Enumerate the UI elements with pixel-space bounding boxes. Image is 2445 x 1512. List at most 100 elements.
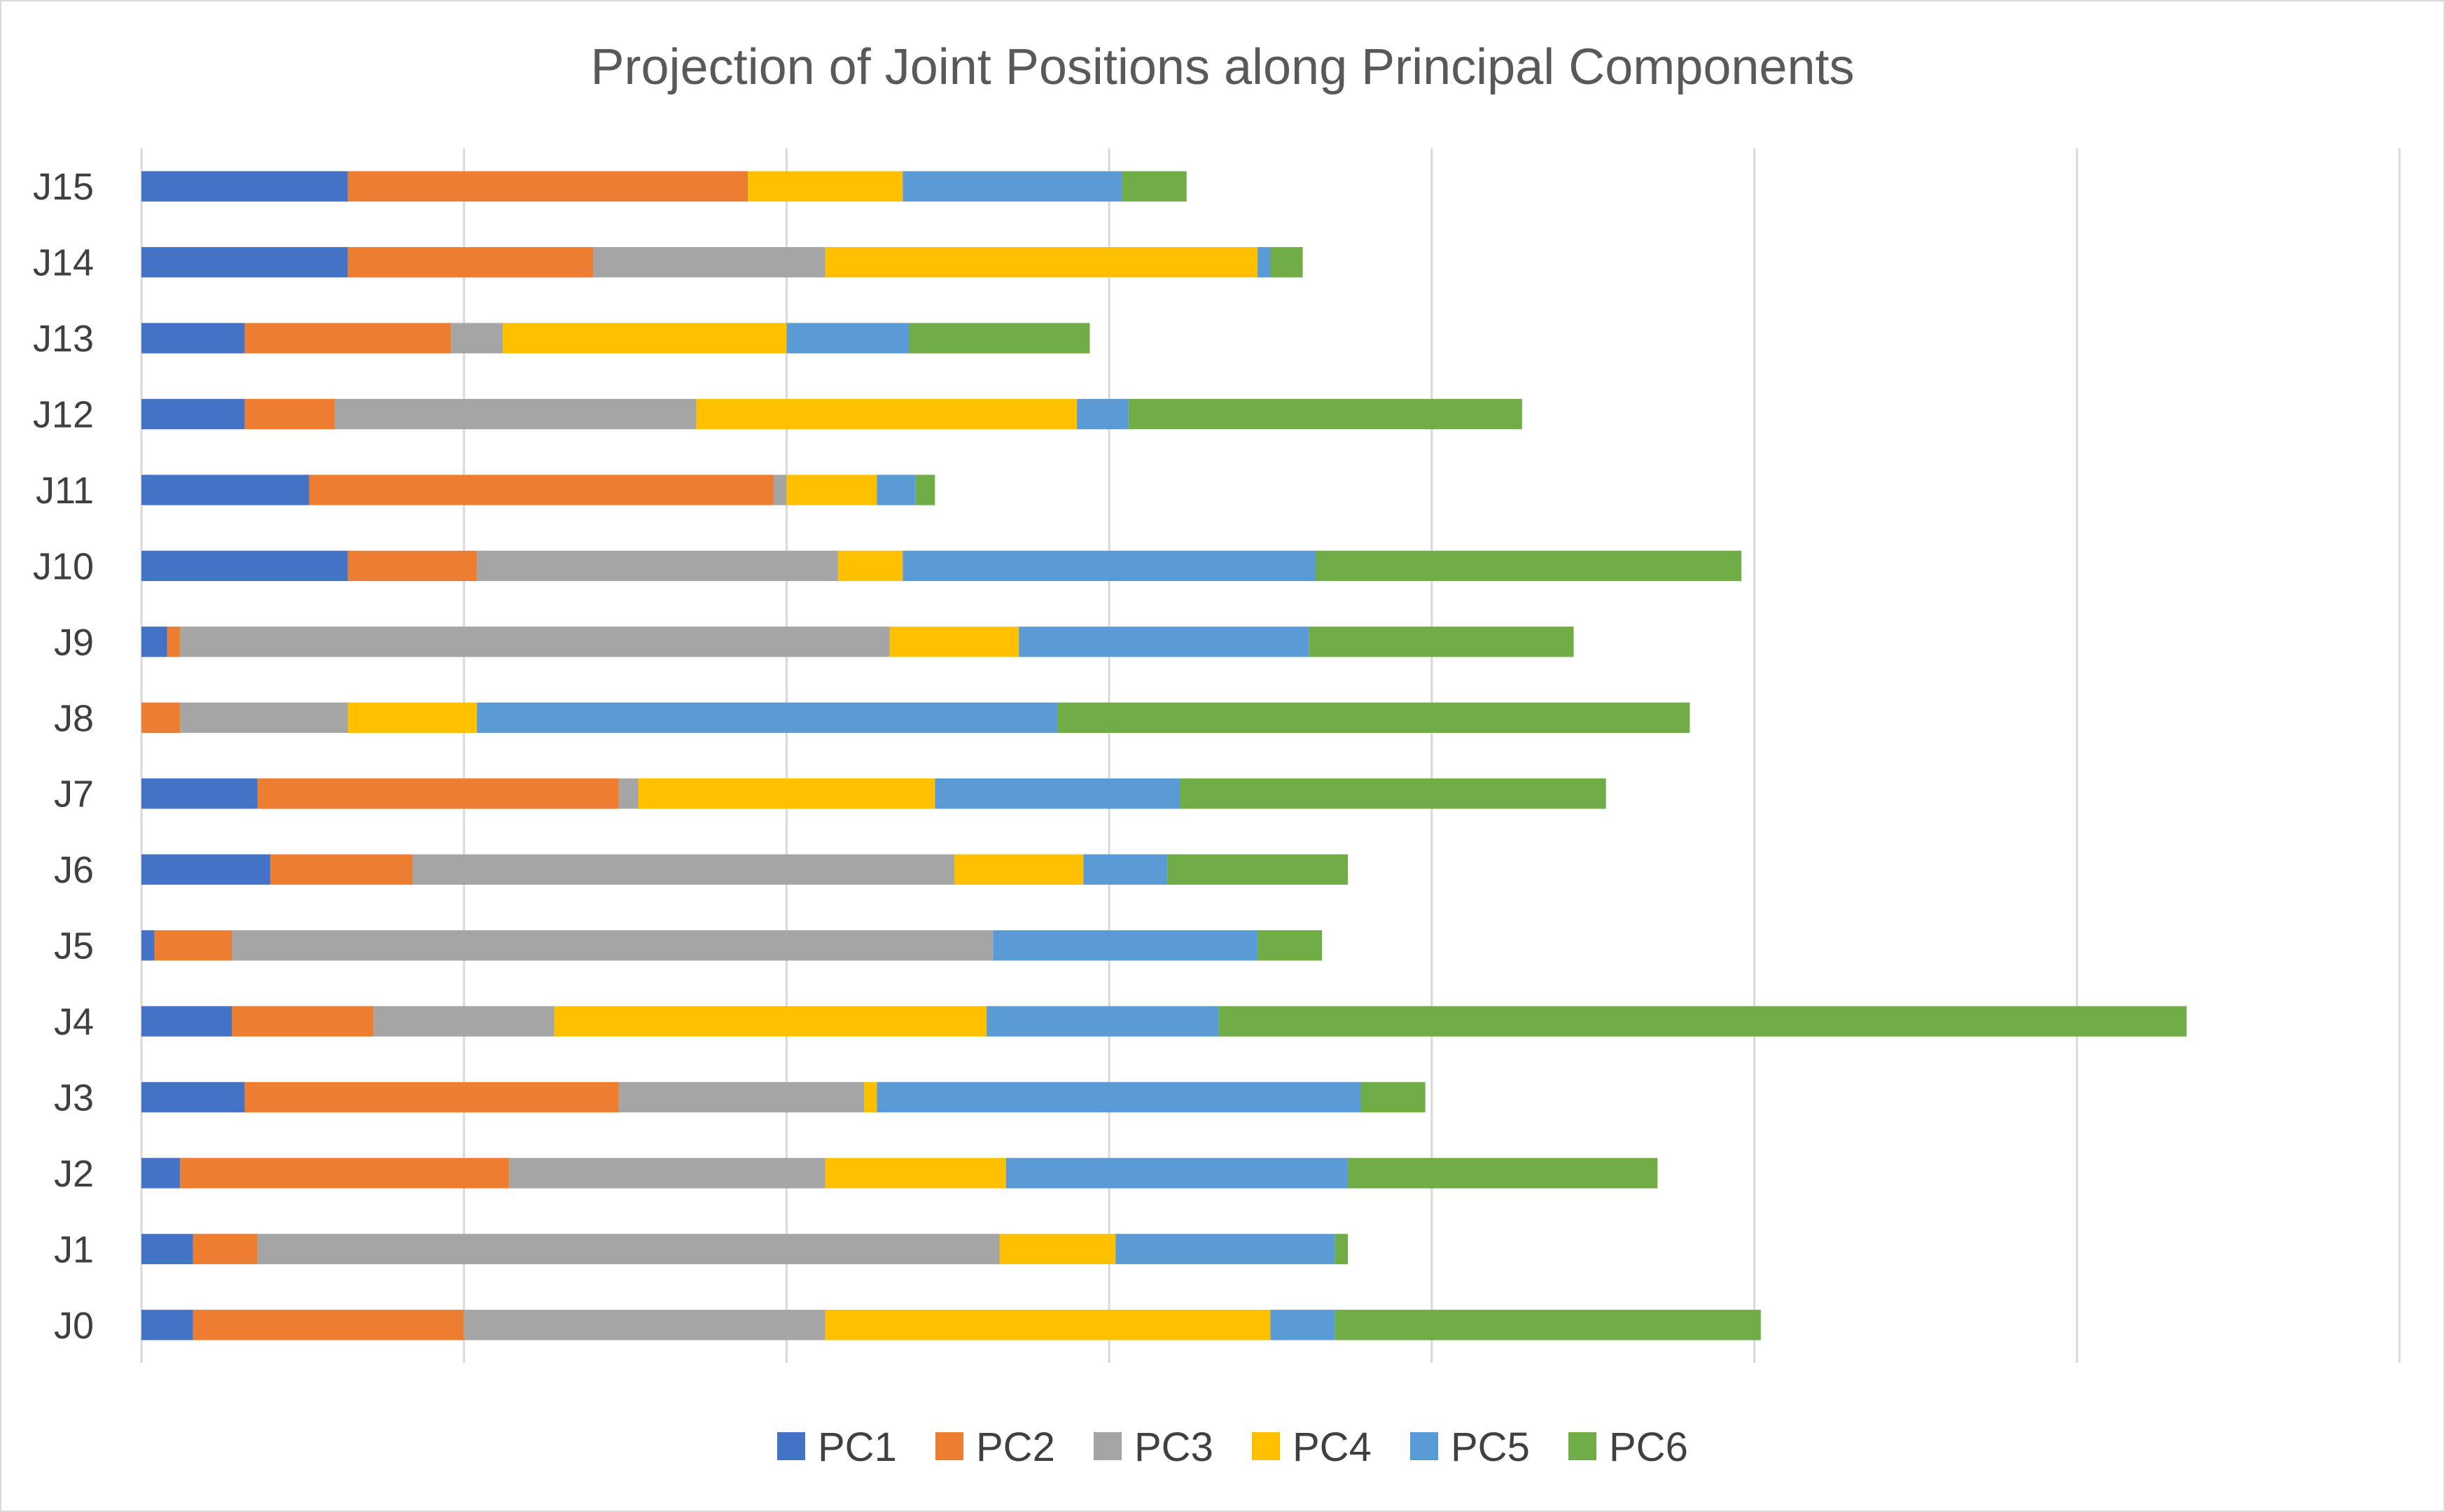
legend-label-pc5: PC5: [1451, 1424, 1530, 1470]
bar-segment-pc1-j6: [141, 854, 271, 885]
bar-segment-pc5-j10: [903, 550, 1316, 582]
bar-segment-pc3-j3: [618, 1082, 864, 1113]
bar-segment-pc1-j15: [141, 171, 348, 202]
legend-label-pc3: PC3: [1134, 1424, 1213, 1470]
bar-segment-pc1-j3: [141, 1082, 245, 1113]
category-label-j9: J9: [54, 622, 94, 664]
bar-segment-pc5-j7: [935, 778, 1180, 809]
bar-segment-pc5-j14: [1258, 246, 1271, 278]
bar-segment-pc4-j8: [347, 702, 478, 733]
bar-segment-pc1-j1: [141, 1233, 193, 1265]
category-label-j8: J8: [54, 697, 94, 739]
bar-segment-pc6-j13: [909, 323, 1090, 354]
bar-segment-pc1-j7: [141, 778, 258, 809]
bar-segment-pc6-j12: [1128, 398, 1522, 430]
bar-segment-pc3-j4: [373, 1006, 555, 1037]
bar-segment-pc6-j3: [1360, 1082, 1426, 1113]
bar-segment-pc3-j0: [464, 1310, 826, 1340]
category-label-j5: J5: [54, 925, 94, 967]
bar-segment-pc1-j12: [141, 398, 245, 430]
bar-segment-pc1-j11: [141, 475, 309, 505]
bar-segment-pc6-j5: [1258, 930, 1323, 961]
legend-swatch-pc1: [777, 1432, 805, 1460]
bar-segment-pc6-j0: [1335, 1310, 1761, 1340]
bar-segment-pc3-j10: [477, 550, 839, 582]
bar-segment-pc2-j9: [167, 626, 181, 657]
bar-segment-pc5-j2: [1005, 1158, 1349, 1189]
bar-segment-pc4-j10: [838, 550, 903, 582]
bar-segment-pc3-j5: [232, 930, 994, 961]
bar-segment-pc4-j14: [825, 246, 1258, 278]
category-label-j7: J7: [54, 774, 94, 816]
bar-segment-pc5-j9: [1019, 626, 1309, 657]
category-label-j2: J2: [54, 1153, 94, 1195]
bar-segment-pc6-j15: [1122, 171, 1187, 202]
bar-segment-pc5-j13: [786, 323, 910, 354]
bar-segment-pc2-j12: [244, 398, 335, 430]
bar-segment-pc2-j14: [347, 246, 593, 278]
bar-segment-pc4-j11: [786, 475, 877, 505]
bar-segment-pc3-j2: [509, 1158, 826, 1189]
bar-segment-pc4-j15: [748, 171, 903, 202]
bar-segment-pc3-j7: [618, 778, 639, 809]
bar-segment-pc1-j13: [141, 323, 245, 354]
legend-label-pc4: PC4: [1293, 1424, 1372, 1470]
legend: PC1 PC2 PC3 PC4 PC5 PC6: [777, 1424, 1688, 1470]
bar-segment-pc2-j2: [180, 1158, 510, 1189]
bar-segment-pc6-j11: [915, 475, 935, 505]
legend-label-pc2: PC2: [976, 1424, 1055, 1470]
bar-segment-pc6-j14: [1270, 246, 1303, 278]
bar-segment-pc4-j3: [864, 1082, 877, 1113]
legend-swatch-pc3: [1094, 1432, 1122, 1460]
bar-segment-pc6-j7: [1180, 778, 1606, 809]
category-label-j0: J0: [54, 1305, 94, 1347]
bar-segment-pc6-j4: [1218, 1006, 2187, 1037]
category-label-j14: J14: [33, 242, 94, 284]
bar-segment-pc5-j12: [1077, 398, 1129, 430]
bar-segment-pc2-j3: [244, 1082, 619, 1113]
legend-label-pc1: PC1: [818, 1424, 897, 1470]
bar-segment-pc1-j4: [141, 1006, 232, 1037]
bar-segment-pc5-j0: [1270, 1310, 1335, 1340]
bar-segment-pc4-j1: [999, 1233, 1116, 1265]
bar-segment-pc5-j15: [903, 171, 1122, 202]
bar-segment-pc6-j10: [1316, 550, 1742, 582]
category-label-j10: J10: [33, 545, 94, 587]
bar-segment-pc5-j8: [477, 702, 1058, 733]
bar-segment-pc3-j8: [180, 702, 348, 733]
bar-segment-pc2-j1: [193, 1233, 258, 1265]
category-labels: J0 J1 J2 J3 J4 J5 J6 J7 J8 J9 J10 J11 J12 J13 J14 J15: [33, 166, 94, 1347]
bar-segment-pc3-j6: [412, 854, 954, 885]
bar-segment-pc5-j5: [993, 930, 1258, 961]
bar-segment-pc1-j5: [141, 930, 155, 961]
bar-segment-pc5-j4: [987, 1006, 1219, 1037]
bar-segment-pc3-j1: [257, 1233, 1000, 1265]
bar-segment-pc2-j11: [309, 475, 774, 505]
bar-segment-pc3-j14: [593, 246, 826, 278]
bar-segment-pc4-j0: [825, 1310, 1271, 1340]
bar-segment-pc6-j9: [1309, 626, 1574, 657]
bar-segment-pc2-j8: [141, 702, 181, 733]
bar-segment-pc1-j9: [141, 626, 167, 657]
legend-swatch-pc6: [1568, 1432, 1596, 1460]
category-label-j6: J6: [54, 849, 94, 891]
bar-segment-pc3-j13: [451, 323, 503, 354]
category-label-j3: J3: [54, 1077, 94, 1119]
bar-segment-pc6-j8: [1057, 702, 1690, 733]
bar-segment-pc6-j6: [1167, 854, 1349, 885]
legend-label-pc6: PC6: [1609, 1424, 1688, 1470]
bar-segment-pc4-j4: [554, 1006, 987, 1037]
category-label-j4: J4: [54, 1001, 94, 1043]
bar-segment-pc3-j11: [774, 475, 787, 505]
category-label-j15: J15: [33, 166, 94, 208]
bar-segment-pc5-j6: [1083, 854, 1168, 885]
bar-segment-pc2-j13: [244, 323, 452, 354]
chart-title: Projection of Joint Positions along Prin…: [591, 39, 1855, 95]
legend-swatch-pc5: [1410, 1432, 1438, 1460]
bars: [141, 171, 2187, 1340]
bar-segment-pc6-j2: [1348, 1158, 1658, 1189]
bar-segment-pc4-j7: [638, 778, 935, 809]
bar-segment-pc2-j15: [347, 171, 748, 202]
bar-segment-pc4-j13: [503, 323, 787, 354]
